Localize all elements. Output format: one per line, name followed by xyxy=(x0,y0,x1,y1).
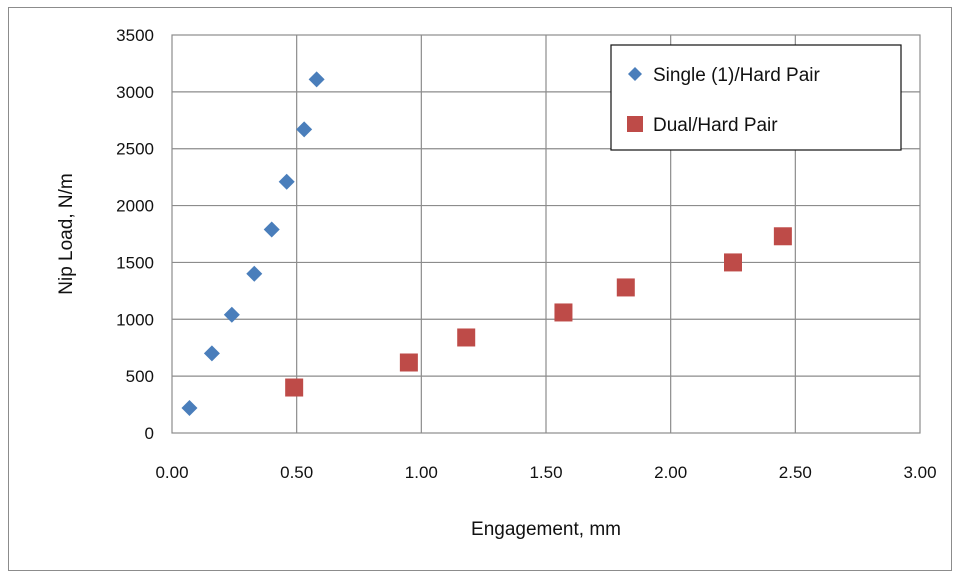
data-points xyxy=(181,71,792,416)
x-tick-label: 1.50 xyxy=(529,463,562,482)
legend-label: Dual/Hard Pair xyxy=(653,115,778,136)
y-tick-label: 3500 xyxy=(116,26,154,45)
diamond-point xyxy=(246,265,263,282)
series-1 xyxy=(181,71,325,416)
diamond-point xyxy=(296,121,313,138)
square-point xyxy=(773,227,792,246)
diamond-point xyxy=(223,306,240,323)
y-tick-label: 1500 xyxy=(116,253,154,272)
diamond-point xyxy=(203,345,220,362)
square-marker-icon xyxy=(627,116,643,132)
square-point xyxy=(554,303,573,322)
diamond-marker-icon xyxy=(628,67,642,81)
diamond-point xyxy=(278,173,295,190)
y-axis-ticks: 0 500 1000 1500 2000 2500 3000 3500 xyxy=(116,26,154,443)
legend: Single (1)/Hard Pair Dual/Hard Pair xyxy=(610,44,902,151)
square-point xyxy=(399,353,418,372)
y-tick-label: 3000 xyxy=(116,83,154,102)
y-tick-label: 0 xyxy=(145,424,154,443)
y-tick-label: 2000 xyxy=(116,197,154,216)
x-tick-label: 3.00 xyxy=(903,463,936,482)
y-tick-label: 2500 xyxy=(116,140,154,159)
legend-item: Dual/Hard Pair xyxy=(627,115,778,136)
x-axis-ticks: 0.00 0.50 1.00 1.50 2.00 2.50 3.00 xyxy=(155,463,936,482)
square-point xyxy=(457,328,476,347)
diamond-point xyxy=(263,221,280,238)
plot-border xyxy=(171,34,921,434)
legend-label: Single (1)/Hard Pair xyxy=(653,65,821,86)
y-tick-label: 1000 xyxy=(116,310,154,329)
square-point xyxy=(285,378,304,397)
diamond-point xyxy=(308,71,325,88)
x-tick-label: 0.00 xyxy=(155,463,188,482)
x-tick-label: 2.00 xyxy=(654,463,687,482)
y-tick-label: 500 xyxy=(126,367,154,386)
x-tick-label: 1.00 xyxy=(405,463,438,482)
diamond-point xyxy=(181,399,198,416)
x-tick-label: 0.50 xyxy=(280,463,313,482)
x-tick-label: 2.50 xyxy=(779,463,812,482)
legend-box xyxy=(610,44,902,151)
x-axis-title: Engagement, mm xyxy=(471,519,621,540)
legend-item: Single (1)/Hard Pair xyxy=(628,65,821,86)
square-point xyxy=(616,278,635,297)
series-2 xyxy=(285,227,792,397)
square-point xyxy=(724,253,742,272)
y-axis-title: Nip Load, N/m xyxy=(56,173,77,294)
